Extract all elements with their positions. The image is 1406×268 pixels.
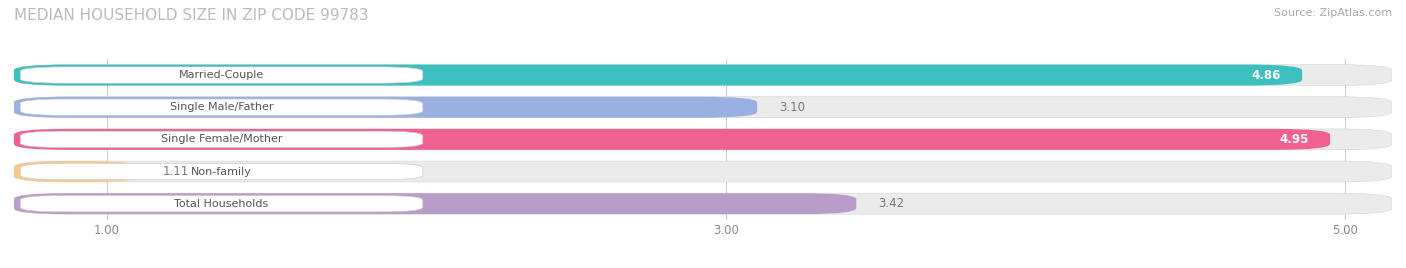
FancyBboxPatch shape: [14, 97, 1392, 118]
FancyBboxPatch shape: [14, 193, 1392, 214]
Text: Non-family: Non-family: [191, 166, 252, 177]
FancyBboxPatch shape: [14, 65, 1392, 85]
Text: 4.95: 4.95: [1279, 133, 1309, 146]
FancyBboxPatch shape: [14, 97, 758, 118]
FancyBboxPatch shape: [20, 131, 423, 147]
FancyBboxPatch shape: [20, 99, 423, 115]
Text: 1.11: 1.11: [163, 165, 188, 178]
FancyBboxPatch shape: [14, 129, 1330, 150]
Text: 3.42: 3.42: [877, 197, 904, 210]
FancyBboxPatch shape: [14, 129, 1392, 150]
Text: Married-Couple: Married-Couple: [179, 70, 264, 80]
FancyBboxPatch shape: [20, 196, 423, 212]
FancyBboxPatch shape: [14, 65, 1302, 85]
Text: Single Male/Father: Single Male/Father: [170, 102, 273, 112]
Text: 4.86: 4.86: [1251, 69, 1281, 81]
FancyBboxPatch shape: [20, 67, 423, 83]
Text: 3.10: 3.10: [779, 101, 804, 114]
FancyBboxPatch shape: [14, 193, 856, 214]
Text: MEDIAN HOUSEHOLD SIZE IN ZIP CODE 99783: MEDIAN HOUSEHOLD SIZE IN ZIP CODE 99783: [14, 8, 368, 23]
FancyBboxPatch shape: [20, 163, 423, 180]
Text: Source: ZipAtlas.com: Source: ZipAtlas.com: [1274, 8, 1392, 18]
Text: Single Female/Mother: Single Female/Mother: [160, 134, 283, 144]
Text: Total Households: Total Households: [174, 199, 269, 209]
FancyBboxPatch shape: [14, 161, 141, 182]
FancyBboxPatch shape: [14, 161, 1392, 182]
